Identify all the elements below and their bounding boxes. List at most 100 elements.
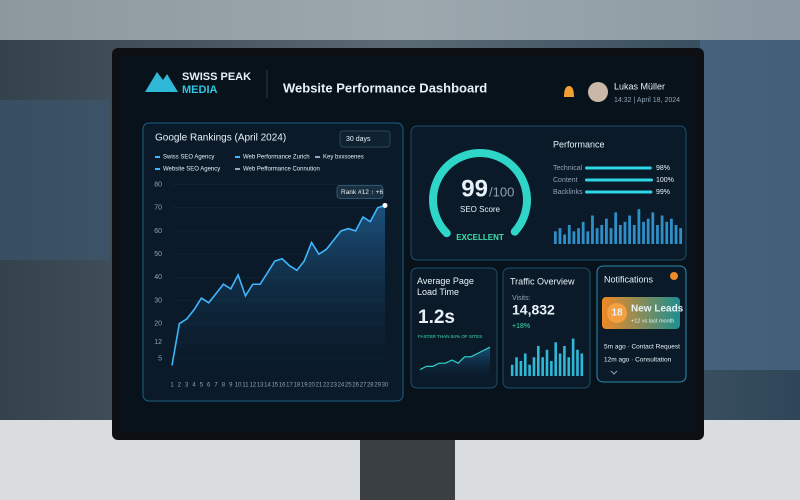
- x-tick-label: 9: [229, 383, 233, 389]
- avatar[interactable]: [588, 82, 608, 102]
- mini-bar: [586, 231, 590, 244]
- metric-label: Technical: [553, 165, 583, 172]
- metric-label: Content: [553, 177, 578, 184]
- header: SWISS PEAK MEDIA Website Performance Das…: [145, 70, 680, 104]
- mini-bar: [580, 353, 584, 376]
- x-tick-label: 17: [286, 383, 293, 389]
- load-title: Average Page Load Time: [417, 276, 474, 297]
- mini-bar: [563, 234, 566, 244]
- mini-bar: [519, 361, 523, 376]
- metric-label: Backlinks: [553, 189, 583, 196]
- x-tick-label: 27: [360, 383, 367, 389]
- score-rating: EXCELLENT: [456, 233, 504, 242]
- mini-bar: [609, 228, 613, 244]
- metric-bar: [585, 190, 653, 194]
- x-tick-label: 24: [338, 383, 345, 389]
- x-tick-label: 6: [207, 383, 211, 389]
- mini-bar: [674, 225, 678, 244]
- load-title-box: Average Page Load Time: [417, 276, 474, 297]
- legend-label: Website SEO Agency: [163, 167, 220, 173]
- notification-item[interactable]: 5m ago · Contact Request: [604, 344, 680, 351]
- legend-label: Web Pefformance Connution: [243, 167, 320, 173]
- x-tick-label: 15: [271, 383, 278, 389]
- y-tick-label: 70: [154, 205, 162, 212]
- mini-bar: [614, 212, 618, 244]
- score-panel: [410, 125, 687, 261]
- y-tick-label: 80: [154, 181, 162, 188]
- mini-bar: [618, 225, 622, 244]
- x-tick-label: 3: [185, 383, 189, 389]
- legend-swatch: [315, 156, 320, 158]
- notification-item[interactable]: 12m ago · Consultation: [604, 357, 672, 364]
- legend-label: Web Performance Zurich: [243, 155, 310, 161]
- x-tick-label: 20: [308, 383, 315, 389]
- logo-text: SWISS PEAK: [182, 71, 251, 83]
- y-tick-label: 50: [154, 251, 162, 258]
- x-tick-label: 26: [352, 383, 359, 389]
- mini-bar: [679, 228, 683, 244]
- score-label: SEO Score: [460, 205, 501, 214]
- legend-label: Key bxxsoenes: [323, 155, 364, 161]
- x-tick-label: 8: [222, 383, 226, 389]
- bell-icon[interactable]: [564, 86, 574, 97]
- mini-bar: [572, 231, 576, 244]
- legend-swatch: [155, 168, 160, 170]
- mini-bar: [515, 357, 518, 376]
- legend-swatch: [235, 168, 240, 170]
- x-tick-label: 14: [264, 383, 271, 389]
- mini-bar: [528, 364, 531, 376]
- user-time: 14:32 | April 18, 2024: [614, 97, 680, 104]
- load-value: 1.2s: [418, 307, 455, 328]
- mini-bar: [651, 212, 655, 244]
- mini-bar: [532, 357, 536, 376]
- notification-dot[interactable]: [670, 272, 678, 280]
- x-tick-label: 12: [249, 383, 256, 389]
- badge-sub: +12 vs last month: [631, 318, 674, 324]
- mini-bar: [637, 209, 641, 244]
- mini-bar: [605, 218, 608, 244]
- badge-circle: [607, 303, 627, 323]
- x-tick-label: 30: [382, 383, 389, 389]
- range-select-text[interactable]: 30 days: [346, 136, 371, 143]
- mini-bar: [553, 231, 557, 244]
- logo-icon: [145, 72, 178, 92]
- x-tick-label: 13: [257, 383, 264, 389]
- mini-bar: [563, 346, 566, 376]
- x-tick-label: 10: [235, 383, 242, 389]
- annotation: Rank #12 ↑ +6: [341, 189, 383, 196]
- x-tick-label: 22: [323, 383, 330, 389]
- metric-bar: [585, 166, 652, 170]
- metric-value: 100%: [656, 177, 674, 184]
- mini-bar: [536, 346, 540, 376]
- ceiling: [0, 0, 800, 40]
- range-select[interactable]: [339, 130, 391, 148]
- area: [172, 205, 385, 370]
- mini-bar: [510, 364, 514, 376]
- legend-swatch: [155, 156, 160, 158]
- badge-count: 18: [611, 308, 623, 319]
- x-tick-label: 29: [374, 383, 381, 389]
- panel-title: Google Rankings (April 2024): [155, 133, 286, 144]
- x-tick-label: 1: [170, 383, 174, 389]
- window: [0, 100, 110, 260]
- y-tick-label: 40: [154, 274, 162, 281]
- logo-text: MEDIA: [182, 84, 218, 96]
- legend-swatch: [235, 156, 240, 158]
- expand-chevron[interactable]: [610, 370, 618, 375]
- x-tick-label: 5: [200, 383, 204, 389]
- mini-bar: [591, 215, 594, 244]
- mini-bar: [642, 221, 645, 244]
- point: [382, 202, 388, 208]
- mini-bar: [577, 228, 580, 244]
- x-tick-label: 19: [301, 383, 308, 389]
- mini-bar: [646, 218, 650, 244]
- mini-bar: [558, 228, 562, 244]
- mini-bar: [595, 228, 599, 244]
- mini-bar: [571, 338, 575, 376]
- mini-bar: [567, 225, 571, 244]
- y-tick-label: 30: [154, 297, 162, 304]
- x-tick-label: 18: [294, 383, 301, 389]
- y-tick-label: 12: [154, 339, 162, 346]
- mini-bar: [558, 353, 562, 376]
